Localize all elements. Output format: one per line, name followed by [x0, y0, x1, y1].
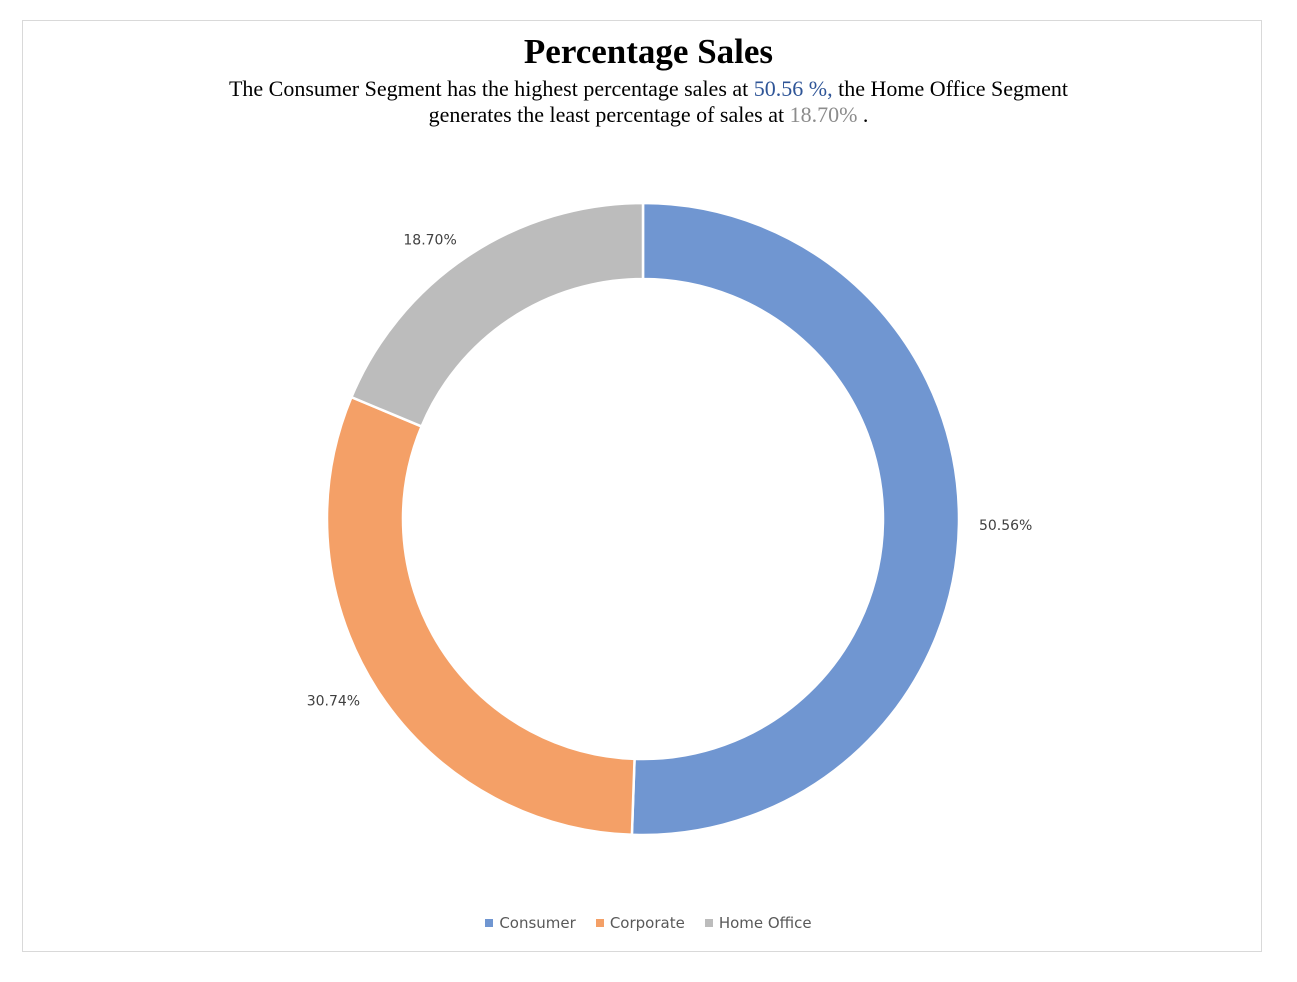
- legend-item-home-office: Home Office: [704, 914, 812, 932]
- subtitle-text-2: the Home Office Segment: [832, 76, 1069, 101]
- chart-legend: Consumer Corporate Home Office: [0, 914, 1297, 932]
- data-label-home-office: 18.70%: [403, 232, 456, 248]
- subtitle-highlight-consumer: 50.56 %,: [753, 76, 833, 101]
- subtitle-highlight-home-office: 18.70%: [789, 102, 858, 127]
- chart-subtitle: The Consumer Segment has the highest per…: [0, 76, 1297, 128]
- legend-item-corporate: Corporate: [595, 914, 685, 932]
- legend-label-home-office: Home Office: [718, 914, 812, 932]
- legend-label-corporate: Corporate: [609, 914, 685, 932]
- legend-swatch-consumer: [485, 919, 494, 927]
- subtitle-text-3: generates the least percentage of sales …: [428, 102, 790, 127]
- data-label-consumer: 50.56%: [979, 518, 1032, 534]
- slice-consumer: [630, 201, 961, 837]
- chart-title: Percentage Sales: [523, 32, 774, 71]
- legend-swatch-home-office: [704, 919, 713, 927]
- slice-corporate: [325, 395, 636, 837]
- subtitle-text-4: .: [857, 102, 869, 127]
- slice-home-office: [349, 201, 645, 429]
- subtitle-text-1: The Consumer Segment has the highest per…: [228, 76, 754, 101]
- legend-swatch-corporate: [595, 919, 604, 927]
- legend-item-consumer: Consumer: [485, 914, 576, 932]
- data-label-corporate: 30.74%: [307, 693, 360, 709]
- legend-label-consumer: Consumer: [499, 914, 576, 932]
